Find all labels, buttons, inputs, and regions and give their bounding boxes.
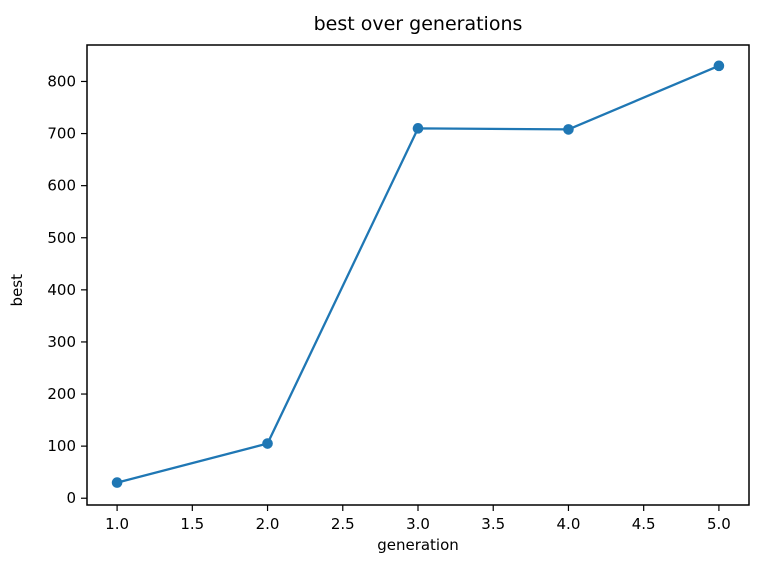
- y-tick-label: 400: [47, 281, 76, 299]
- x-axis-label: generation: [377, 536, 459, 554]
- x-tick-label: 4.0: [557, 515, 581, 533]
- y-tick-label: 800: [47, 72, 76, 90]
- x-tick-label: 1.0: [105, 515, 129, 533]
- data-point-marker: [111, 477, 123, 488]
- x-tick-label: 3.5: [481, 515, 505, 533]
- y-tick-label: 100: [47, 437, 76, 455]
- y-tick-label: 700: [47, 125, 76, 143]
- data-point-marker: [412, 123, 424, 134]
- x-tick-label: 5.0: [707, 515, 731, 533]
- x-tick-label: 3.0: [406, 515, 430, 533]
- y-tick-label: 600: [47, 177, 76, 195]
- chart-title: best over generations: [313, 13, 523, 35]
- y-axis-label-text: best: [8, 273, 26, 307]
- y-tick-label: 0: [66, 489, 76, 507]
- x-tick-label: 1.5: [180, 515, 204, 533]
- x-tick-label: 4.5: [632, 515, 656, 533]
- data-point-marker: [563, 124, 574, 135]
- data-point-marker: [262, 438, 273, 449]
- data-point-marker: [713, 60, 725, 72]
- y-tick-label: 300: [47, 333, 76, 351]
- x-tick-label: 2.5: [331, 515, 355, 533]
- y-tick-label: 200: [47, 385, 76, 403]
- y-tick-label: 500: [47, 229, 76, 247]
- x-tick-label: 2.0: [256, 515, 280, 533]
- axes-frame: [86, 44, 750, 506]
